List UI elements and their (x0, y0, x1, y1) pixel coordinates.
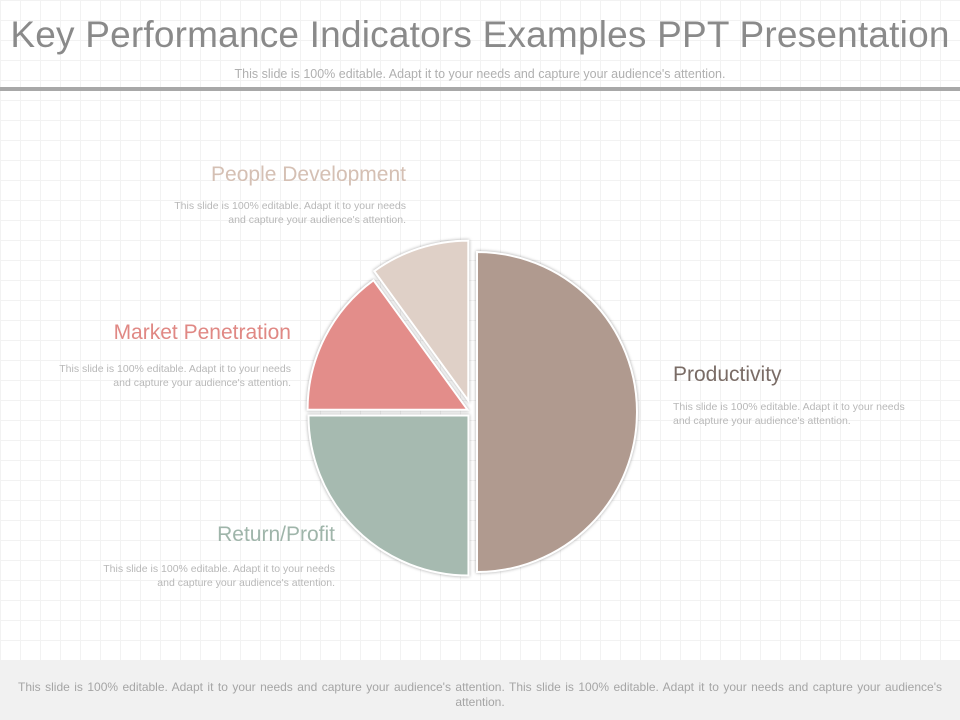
productivity-desc: This slide is 100% editable. Adapt it to… (673, 401, 905, 427)
pie-slice-market-penetration (306, 278, 470, 411)
pie-slice-productivity (476, 250, 638, 574)
slide-title: Key Performance Indicators Examples PPT … (10, 14, 950, 55)
market-penetration-title: Market Penetration (113, 321, 291, 344)
productivity-title: Productivity (673, 363, 782, 386)
footer-bar: This slide is 100% editable. Adapt it to… (0, 660, 960, 720)
return-profit-desc: This slide is 100% editable. Adapt it to… (103, 563, 335, 589)
people-development-desc: This slide is 100% editable. Adapt it to… (174, 200, 406, 226)
return-profit-title: Return/Profit (217, 523, 335, 546)
title-divider (0, 87, 960, 91)
pie-slice-people-development (372, 239, 470, 404)
pie-slice-return-profit (307, 414, 470, 577)
market-penetration-desc: This slide is 100% editable. Adapt it to… (59, 363, 291, 389)
slide-subtitle: This slide is 100% editable. Adapt it to… (234, 67, 726, 81)
footer-text: This slide is 100% editable. Adapt it to… (18, 680, 942, 709)
people-development-title: People Development (211, 163, 406, 186)
